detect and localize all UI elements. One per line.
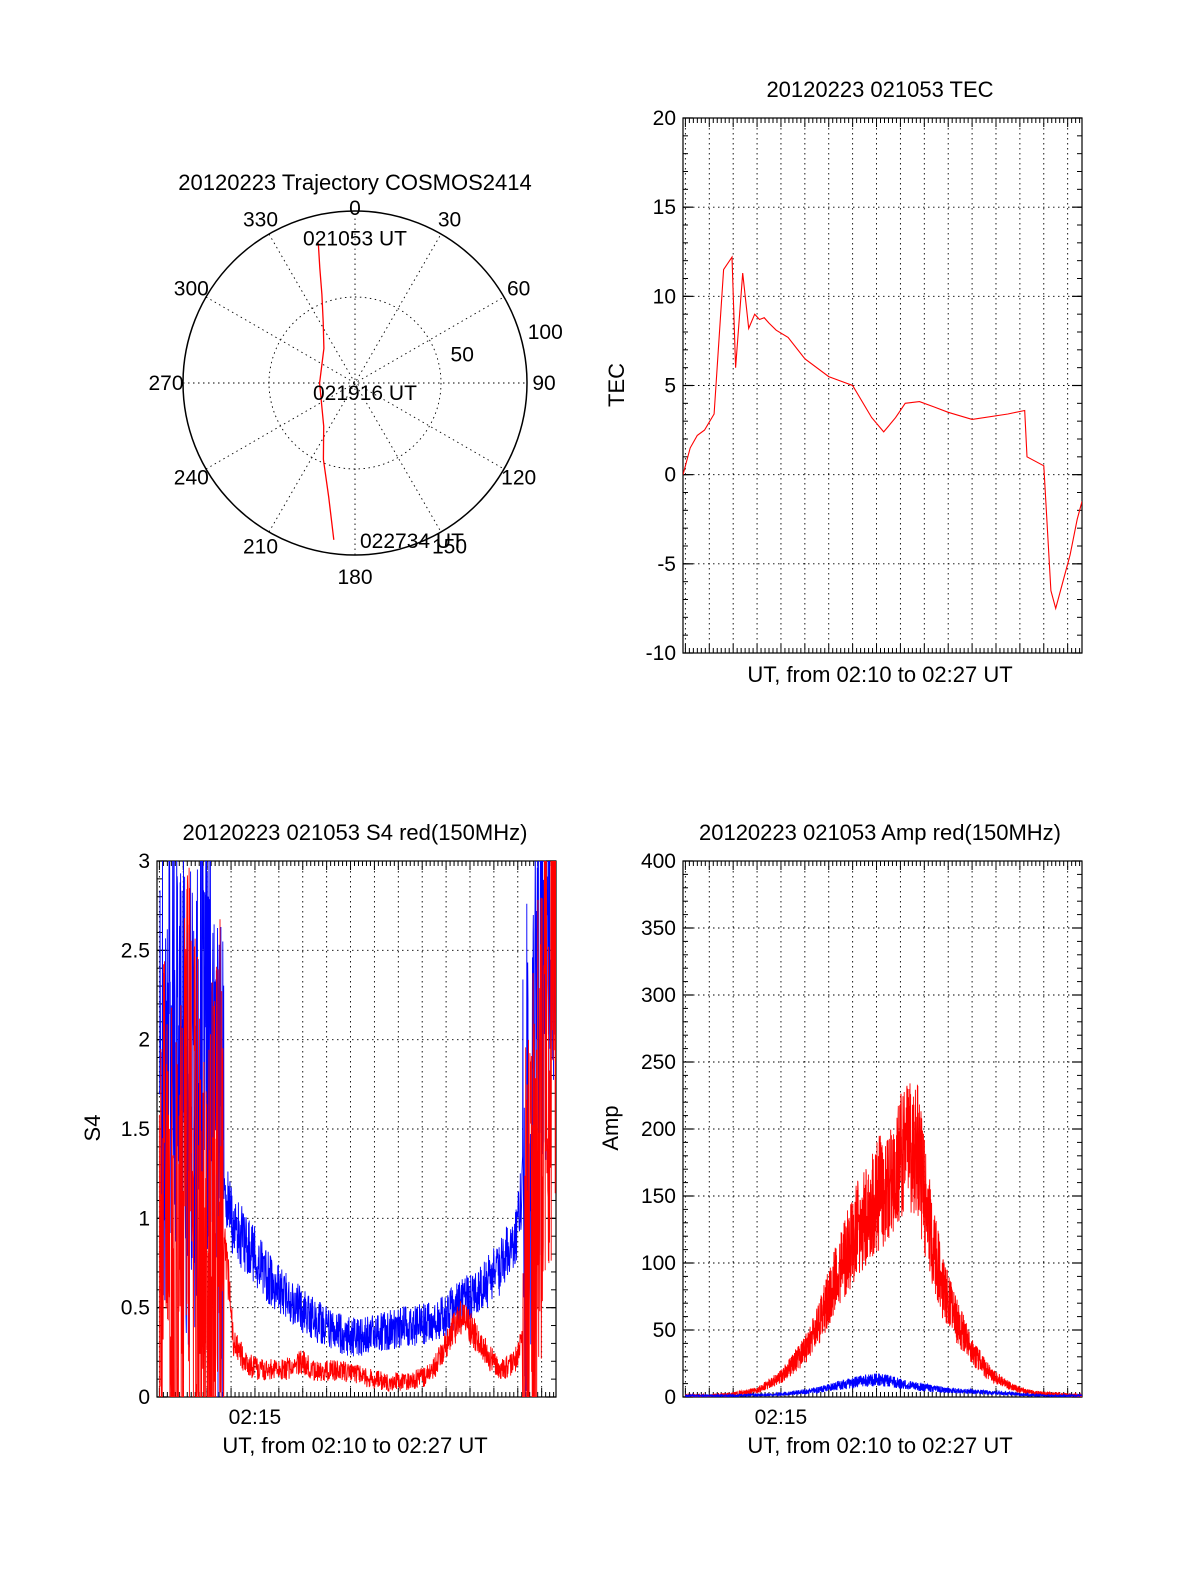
y-tick-label: -5 <box>657 553 676 576</box>
tec-y-axis-label: TEC <box>604 363 629 407</box>
data-series-line <box>158 861 556 1397</box>
y-tick-label: 5 <box>664 375 676 398</box>
amp-title: 20120223 021053 Amp red(150MHz) <box>699 820 1061 845</box>
y-tick-label: 150 <box>641 1185 676 1208</box>
plot-frame <box>156 860 557 1398</box>
data-series-line <box>684 1373 1082 1397</box>
tec-panel: 20120223 021053 TEC UT, from 02:10 to 02… <box>604 77 1083 687</box>
data-series-line <box>685 1083 1082 1397</box>
data-series-line <box>683 255 1082 611</box>
y-tick-label: 1.5 <box>121 1118 150 1141</box>
polar-radius-label: 50 <box>451 343 474 366</box>
y-tick-label: 0 <box>138 1386 150 1409</box>
y-tick-label: 2 <box>138 1029 150 1052</box>
polar-angle-label: 270 <box>148 372 183 395</box>
amp-series <box>684 1083 1082 1397</box>
amp-panel: 20120223 021053 Amp red(150MHz) UT, from… <box>598 820 1083 1458</box>
s4-series <box>158 861 556 1397</box>
y-tick-label: 0 <box>664 464 676 487</box>
y-tick-label: 400 <box>641 850 676 873</box>
tec-axes: -10 -5 0 5 10 15 20 <box>646 107 1083 665</box>
s4-x-axis-label: UT, from 02:10 to 02:27 UT <box>222 1433 487 1458</box>
y-tick-label: 2.5 <box>121 939 150 962</box>
tec-x-axis-label: UT, from 02:10 to 02:27 UT <box>747 662 1012 687</box>
polar-grid <box>182 210 528 556</box>
plot-frame <box>682 860 1083 1398</box>
s4-title: 20120223 021053 S4 red(150MHz) <box>183 820 528 845</box>
s4-y-axis-label: S4 <box>80 1115 105 1142</box>
trajectory-series <box>317 243 335 540</box>
tec-title: 20120223 021053 TEC <box>766 77 993 102</box>
polar-angle-label: 240 <box>174 467 209 490</box>
trajectory-title: 20120223 Trajectory COSMOS2414 <box>178 170 531 195</box>
polar-angle-label: 210 <box>243 536 278 559</box>
plot-frame <box>682 117 1083 654</box>
y-tick-label: 10 <box>653 285 676 308</box>
y-tick-label: 250 <box>641 1051 676 1074</box>
polar-angle-label: 300 <box>174 278 209 301</box>
polar-angle-label: 120 <box>501 467 536 490</box>
x-tick-label: 02:15 <box>229 1406 282 1429</box>
polar-angle-label: 60 <box>507 278 530 301</box>
trajectory-time-label: 021053 UT <box>303 228 407 251</box>
y-tick-label: 20 <box>653 107 676 130</box>
y-tick-label: 200 <box>641 1118 676 1141</box>
y-tick-label: 15 <box>653 196 676 219</box>
y-tick-label: 3 <box>138 850 150 873</box>
polar-labels: 0 30 60 90 120 150 180 210 240 270 300 330 50 100 0210… <box>148 197 562 589</box>
data-series-line <box>158 861 556 1397</box>
y-tick-label: 50 <box>653 1319 676 1342</box>
polar-angle-label: 90 <box>532 372 555 395</box>
trajectory-time-label: 022734 UT <box>360 530 464 553</box>
polar-angle-label: 0 <box>349 197 361 220</box>
y-tick-label: 0 <box>664 1386 676 1409</box>
polar-radius-label: 100 <box>528 321 563 344</box>
amp-axes: 0 50 100 150 200 250 300 350 400 02:15 <box>641 850 1083 1429</box>
y-tick-label: 1 <box>138 1207 150 1230</box>
s4-panel: 20120223 021053 S4 red(150MHz) UT, from … <box>80 820 557 1458</box>
y-tick-label: 350 <box>641 917 676 940</box>
y-tick-label: 0.5 <box>121 1297 150 1320</box>
y-tick-label: -10 <box>646 642 676 665</box>
trajectory-panel: 20120223 Trajectory COSMOS2414 0 30 60 90 12… <box>148 170 562 589</box>
polar-inner-ring <box>268 296 442 470</box>
polar-angle-label: 330 <box>243 208 278 231</box>
polar-angle-label: 30 <box>438 208 461 231</box>
trajectory-line <box>317 243 335 540</box>
polar-angle-label: 150 <box>432 536 467 559</box>
tec-series <box>683 255 1082 611</box>
trajectory-time-label: 021916 UT <box>313 382 417 405</box>
polar-angle-label: 180 <box>337 566 372 589</box>
amp-y-axis-label: Amp <box>598 1105 623 1150</box>
y-tick-label: 100 <box>641 1252 676 1275</box>
y-tick-label: 300 <box>641 984 676 1007</box>
amp-x-axis-label: UT, from 02:10 to 02:27 UT <box>747 1433 1012 1458</box>
x-tick-label: 02:15 <box>755 1406 808 1429</box>
